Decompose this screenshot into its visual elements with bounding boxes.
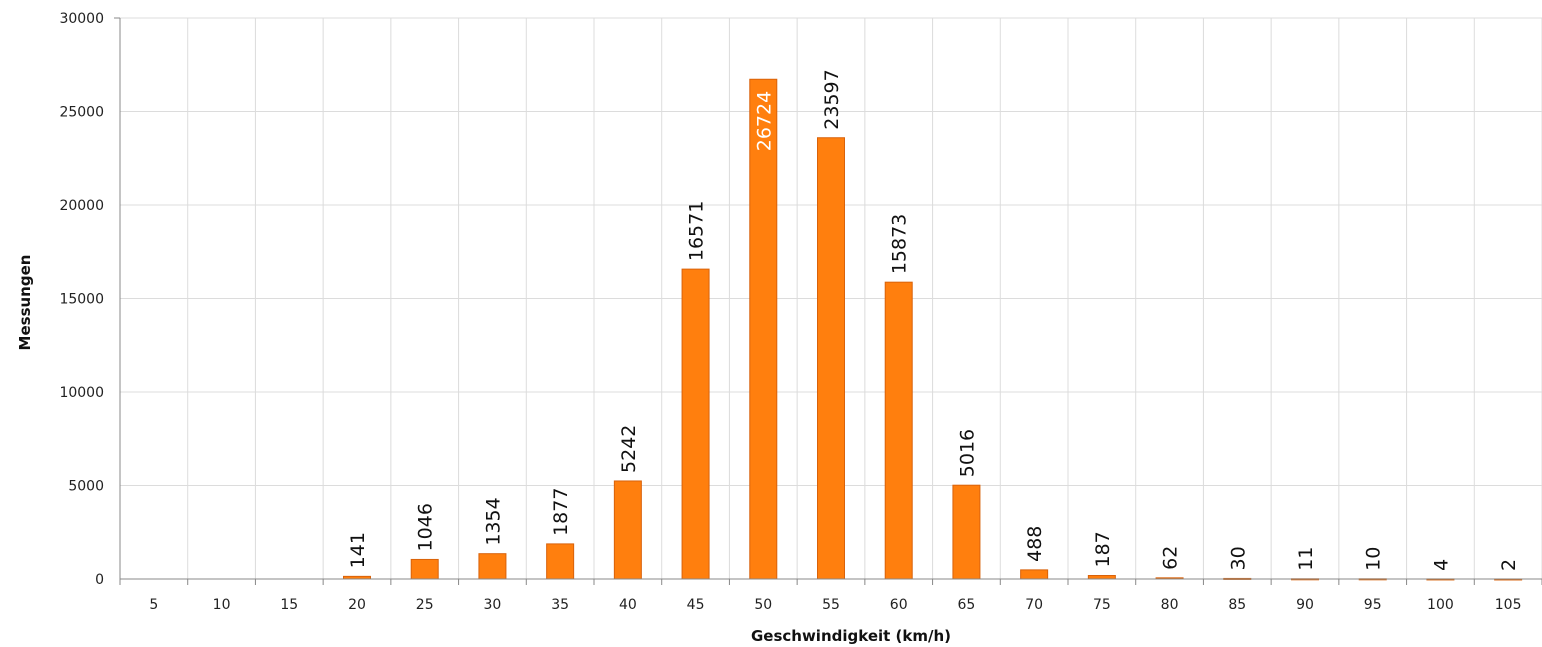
data-label: 11 <box>1295 547 1317 571</box>
bar <box>478 553 507 580</box>
data-label: 187 <box>1092 531 1114 567</box>
x-tick-label: 60 <box>890 597 908 613</box>
y-axis-title: Messungen <box>16 255 34 351</box>
y-tick-label: 5000 <box>68 479 104 495</box>
data-label: 5016 <box>956 429 978 477</box>
x-tick-label: 95 <box>1364 597 1382 613</box>
data-label: 1354 <box>482 497 504 545</box>
data-label: 488 <box>1024 526 1046 562</box>
y-tick-label: 30000 <box>59 11 104 27</box>
bar <box>884 281 913 580</box>
data-label: 5242 <box>618 425 640 473</box>
data-label: 1877 <box>550 488 572 536</box>
data-label: 4 <box>1430 559 1452 571</box>
x-axis-title: Geschwindigkeit (km/h) <box>751 627 951 645</box>
data-label: 2 <box>1498 559 1520 571</box>
x-tick-label: 90 <box>1296 597 1314 613</box>
x-tick-label: 15 <box>280 597 298 613</box>
x-tick-label: 25 <box>416 597 434 613</box>
x-tick-label: 10 <box>213 597 231 613</box>
bar <box>952 484 981 580</box>
x-tick-label: 105 <box>1495 597 1522 613</box>
y-tick-label: 15000 <box>59 292 104 308</box>
bar <box>749 78 778 580</box>
x-tick-label: 50 <box>754 597 772 613</box>
data-label: 141 <box>347 532 369 568</box>
x-tick-label: 45 <box>687 597 705 613</box>
y-tick-label: 0 <box>95 572 104 588</box>
bar <box>410 558 439 580</box>
x-tick-label: 55 <box>822 597 840 613</box>
data-label: 10 <box>1363 547 1385 571</box>
bar <box>546 543 575 580</box>
data-label: 16571 <box>686 201 708 261</box>
data-label: 23597 <box>821 69 843 129</box>
x-tick-label: 100 <box>1427 597 1454 613</box>
ticks: 0 5000 10000 15000 20000 25000 30000 5 10 15 20 25 3… <box>59 11 1521 613</box>
y-tick-label: 25000 <box>59 105 104 121</box>
axes <box>114 17 1542 585</box>
x-tick-label: 70 <box>1025 597 1043 613</box>
data-labels: 141 1046 1354 1877 5242 16571 26724 23597 15873 5… <box>347 69 1520 571</box>
data-label: 1046 <box>415 503 437 551</box>
data-label: 15873 <box>889 214 911 274</box>
bar <box>613 480 642 580</box>
data-label: 30 <box>1227 546 1249 570</box>
bar <box>1087 575 1116 580</box>
x-tick-label: 75 <box>1093 597 1111 613</box>
x-tick-label: 5 <box>149 597 158 613</box>
x-tick-label: 30 <box>484 597 502 613</box>
bar <box>681 268 710 580</box>
grid <box>119 17 1542 579</box>
x-tick-label: 35 <box>551 597 569 613</box>
bar <box>817 137 845 580</box>
data-label: 26724 <box>753 91 775 151</box>
y-tick-label: 10000 <box>59 385 104 401</box>
data-label: 62 <box>1160 546 1182 570</box>
bar <box>1020 569 1049 580</box>
x-tick-label: 40 <box>619 597 637 613</box>
y-tick-label: 20000 <box>59 198 104 214</box>
x-tick-label: 20 <box>348 597 366 613</box>
x-tick-label: 65 <box>958 597 976 613</box>
bars <box>343 78 1523 581</box>
x-tick-label: 85 <box>1228 597 1246 613</box>
x-tick-label: 80 <box>1161 597 1179 613</box>
